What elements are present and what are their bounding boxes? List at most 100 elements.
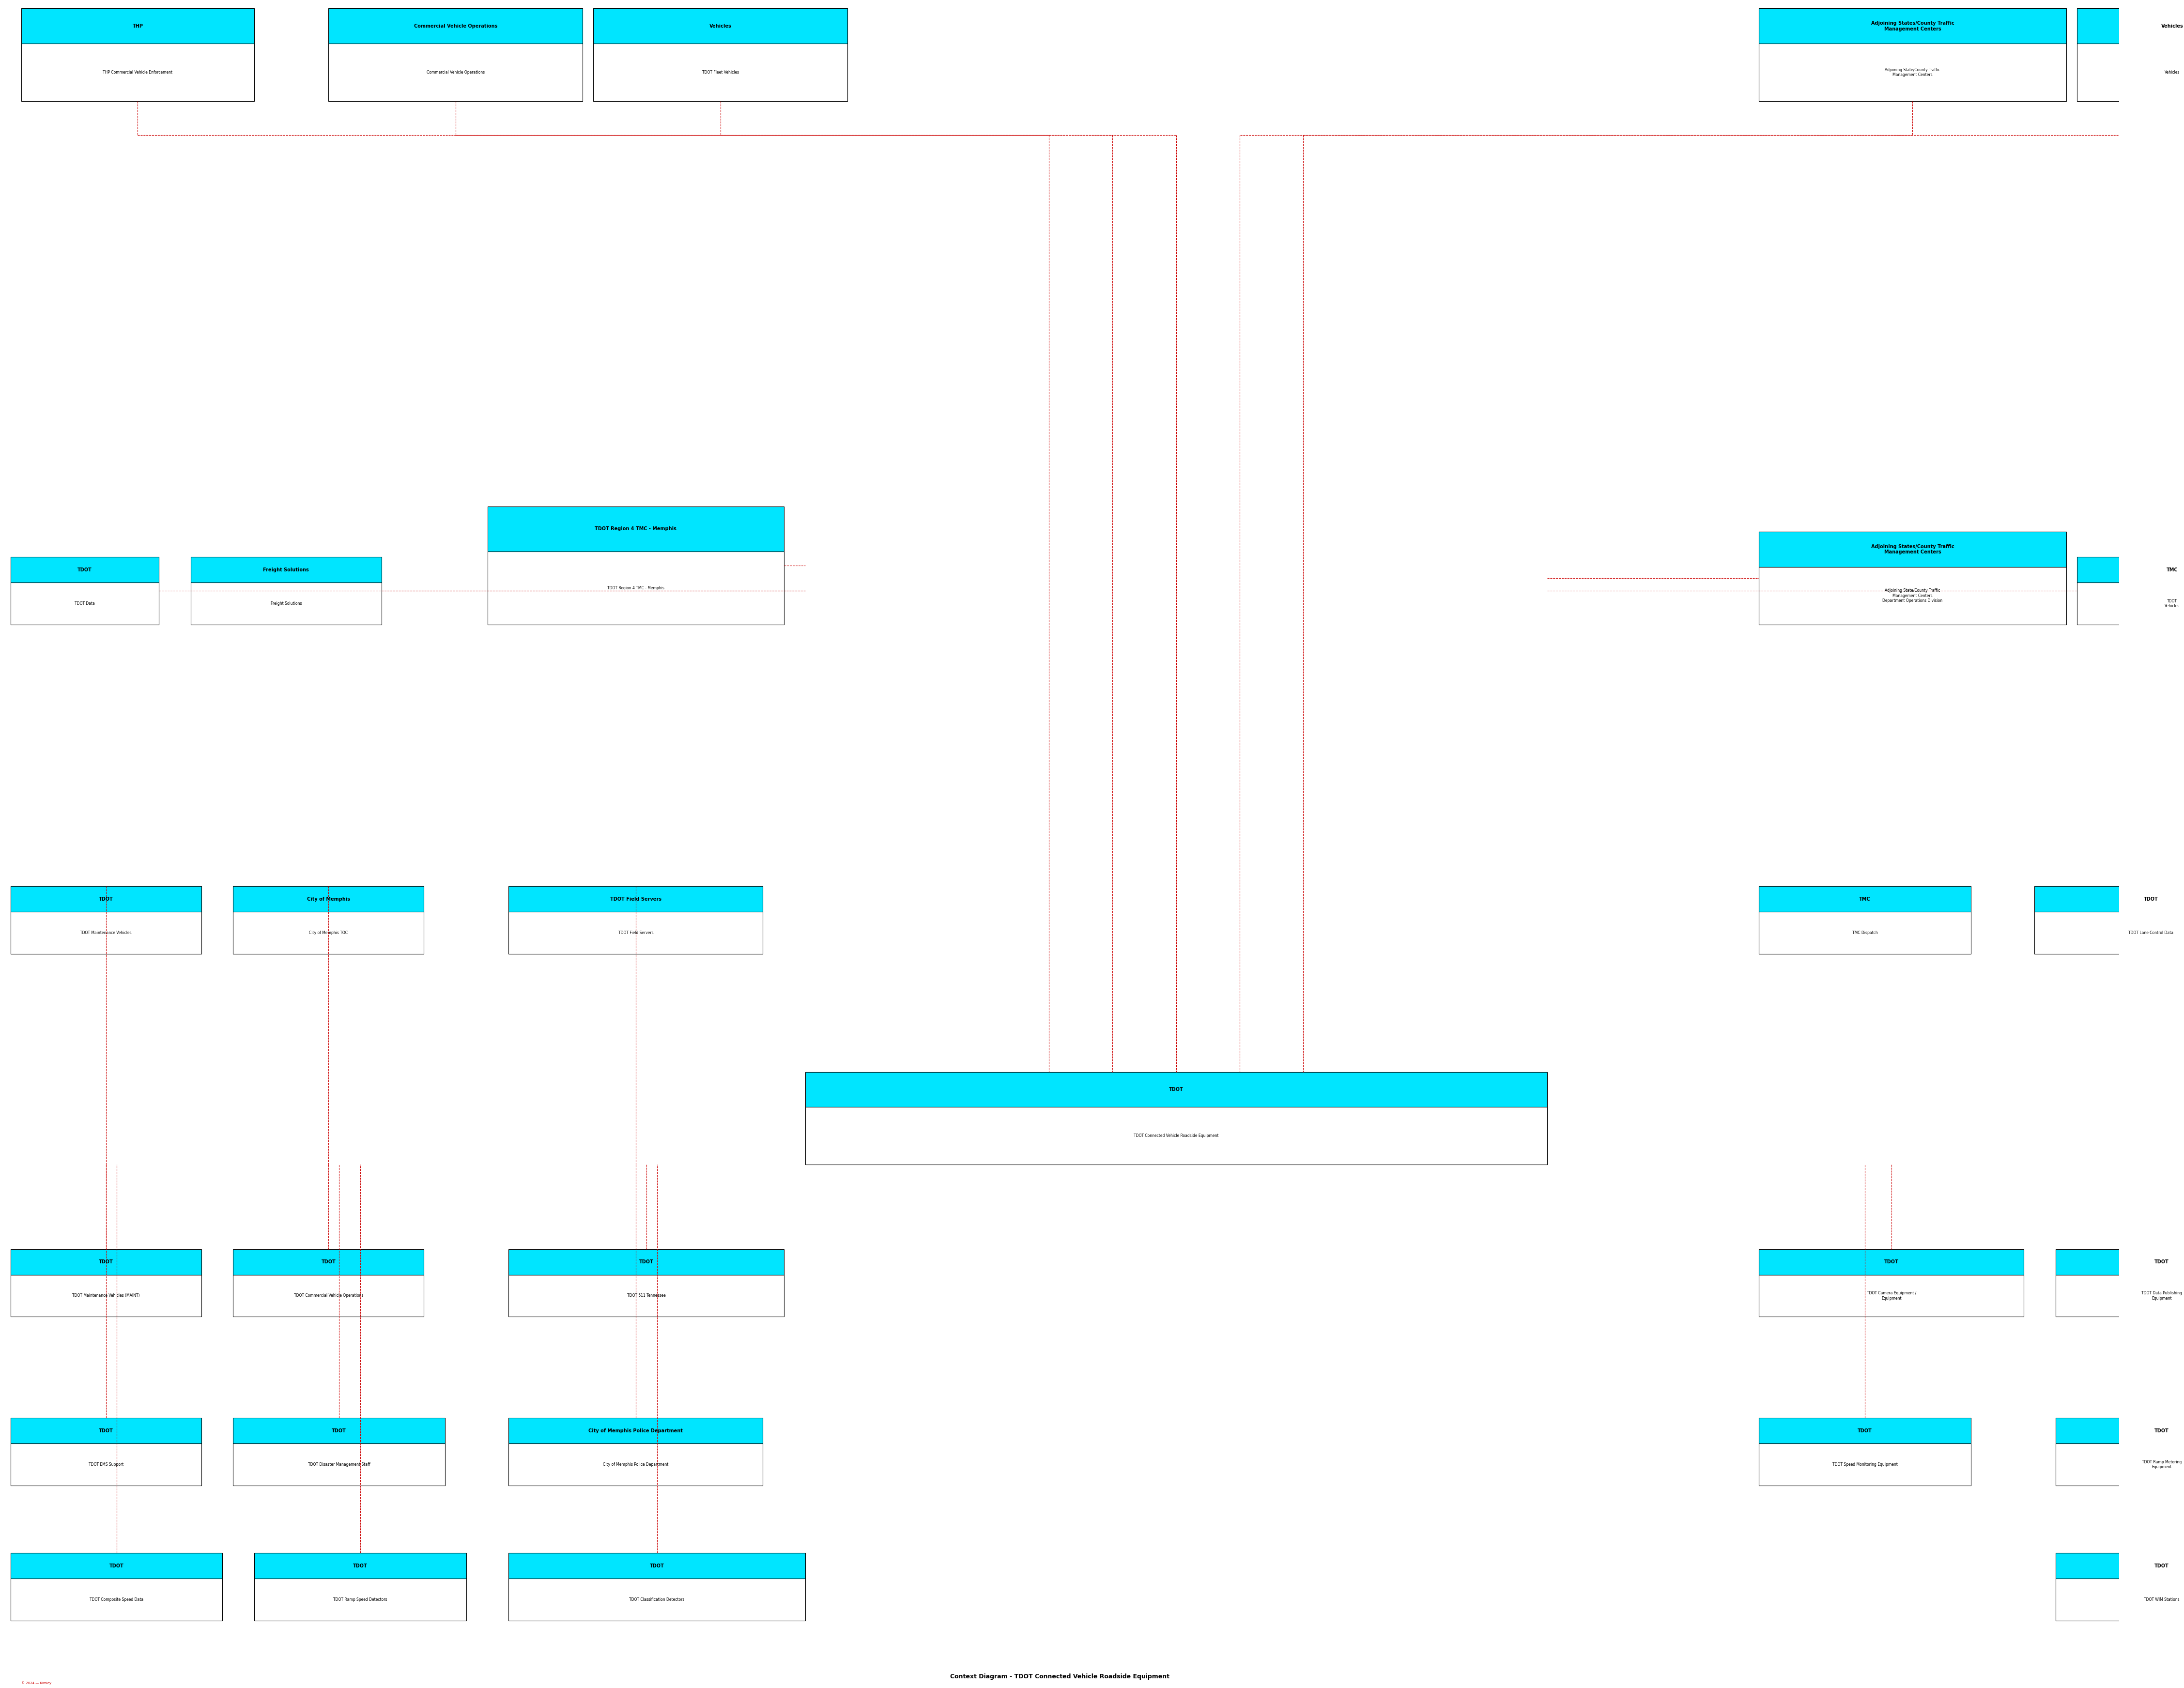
Text: Commercial Vehicle Operations: Commercial Vehicle Operations [426, 71, 485, 74]
Text: Adjoining State/County Traffic
Management Centers: Adjoining State/County Traffic Managemen… [1885, 68, 1939, 78]
FancyBboxPatch shape [1758, 1249, 2025, 1274]
FancyBboxPatch shape [11, 1553, 223, 1578]
FancyBboxPatch shape [234, 1418, 446, 1443]
Text: TDOT: TDOT [2153, 1259, 2169, 1264]
Text: TDOT Disaster Management Staff: TDOT Disaster Management Staff [308, 1462, 371, 1467]
FancyBboxPatch shape [509, 1249, 784, 1274]
FancyBboxPatch shape [1758, 912, 1970, 954]
FancyBboxPatch shape [509, 1418, 762, 1443]
FancyBboxPatch shape [234, 1249, 424, 1274]
Text: TDOT Ramp Metering Equipment: TDOT Ramp Metering Equipment [2143, 1460, 2182, 1469]
FancyBboxPatch shape [806, 1107, 1546, 1165]
FancyBboxPatch shape [2055, 1553, 2184, 1578]
FancyBboxPatch shape [234, 886, 424, 912]
FancyBboxPatch shape [509, 1578, 806, 1620]
FancyBboxPatch shape [190, 557, 382, 582]
FancyBboxPatch shape [509, 886, 762, 912]
FancyBboxPatch shape [1758, 1443, 1970, 1485]
Text: THP Commercial Vehicle Enforcement: THP Commercial Vehicle Enforcement [103, 71, 173, 74]
Text: TDOT: TDOT [321, 1259, 336, 1264]
FancyBboxPatch shape [2055, 1578, 2184, 1620]
Text: TDOT: TDOT [651, 1563, 664, 1568]
Text: TDOT Composite Speed Data: TDOT Composite Speed Data [90, 1597, 144, 1602]
Text: Freight Solutions: Freight Solutions [262, 567, 308, 572]
FancyBboxPatch shape [11, 1249, 201, 1274]
Text: TDOT Data Publishing Equipment: TDOT Data Publishing Equipment [2140, 1291, 2182, 1300]
Text: TDOT Fleet Vehicles: TDOT Fleet Vehicles [701, 71, 738, 74]
FancyBboxPatch shape [2077, 557, 2184, 582]
FancyBboxPatch shape [806, 1072, 1546, 1107]
Text: TDOT EMS Support: TDOT EMS Support [90, 1462, 124, 1467]
FancyBboxPatch shape [22, 8, 253, 44]
FancyBboxPatch shape [2055, 1443, 2184, 1485]
FancyBboxPatch shape [11, 557, 159, 582]
Text: TMC: TMC [2167, 567, 2177, 572]
FancyBboxPatch shape [2077, 8, 2184, 44]
Text: TDOT Lane Control Data: TDOT Lane Control Data [2129, 930, 2173, 935]
Text: Vehicles: Vehicles [710, 24, 732, 29]
FancyBboxPatch shape [2077, 44, 2184, 101]
Text: TDOT: TDOT [79, 567, 92, 572]
Text: TDOT Speed Monitoring Equipment: TDOT Speed Monitoring Equipment [1832, 1462, 1898, 1467]
Text: TDOT: TDOT [1859, 1428, 1872, 1433]
FancyBboxPatch shape [487, 552, 784, 625]
Text: TDOT: TDOT [1885, 1259, 1898, 1264]
FancyBboxPatch shape [509, 1274, 784, 1317]
FancyBboxPatch shape [234, 1443, 446, 1485]
Text: TDOT Field Servers: TDOT Field Servers [618, 930, 653, 935]
Text: TDOT Vehicles: TDOT Vehicles [2164, 599, 2180, 608]
Text: Adjoining State/County Traffic
Management Centers
Department Operations Division: Adjoining State/County Traffic Managemen… [1883, 589, 1942, 603]
Text: City of Memphis Police Department: City of Memphis Police Department [587, 1428, 684, 1433]
FancyBboxPatch shape [253, 1578, 465, 1620]
Text: TDOT Classification Detectors: TDOT Classification Detectors [629, 1597, 684, 1602]
Text: Commercial Vehicle Operations: Commercial Vehicle Operations [415, 24, 498, 29]
FancyBboxPatch shape [509, 1553, 806, 1578]
FancyBboxPatch shape [1758, 1274, 2025, 1317]
FancyBboxPatch shape [1758, 1418, 1970, 1443]
Text: TDOT Maintenance Vehicles: TDOT Maintenance Vehicles [81, 930, 131, 935]
Text: TDOT: TDOT [2153, 1563, 2169, 1568]
FancyBboxPatch shape [328, 8, 583, 44]
Text: TDOT: TDOT [98, 1259, 114, 1264]
Text: TDOT: TDOT [2145, 896, 2158, 901]
Text: Vehicles: Vehicles [2164, 71, 2180, 74]
Text: THP: THP [133, 24, 144, 29]
Text: TDOT: TDOT [98, 1428, 114, 1433]
Text: TDOT Commercial Vehicle Operations: TDOT Commercial Vehicle Operations [293, 1293, 363, 1298]
FancyBboxPatch shape [1758, 886, 1970, 912]
Text: Freight Solutions: Freight Solutions [271, 601, 301, 606]
Text: Adjoining States/County Traffic
Management Centers: Adjoining States/County Traffic Manageme… [1872, 20, 1955, 32]
FancyBboxPatch shape [2055, 1249, 2184, 1274]
Text: TDOT Region 4 TMC - Memphis: TDOT Region 4 TMC - Memphis [607, 586, 664, 591]
Text: City of Memphis Police Department: City of Memphis Police Department [603, 1462, 668, 1467]
Text: TDOT Connected Vehicle Roadside Equipment: TDOT Connected Vehicle Roadside Equipmen… [1133, 1134, 1219, 1138]
FancyBboxPatch shape [328, 44, 583, 101]
Text: TDOT Maintenance Vehicles (MAINT): TDOT Maintenance Vehicles (MAINT) [72, 1293, 140, 1298]
FancyBboxPatch shape [11, 1578, 223, 1620]
Text: Adjoining States/County Traffic
Management Centers: Adjoining States/County Traffic Manageme… [1872, 544, 1955, 555]
Text: TDOT Region 4 TMC - Memphis: TDOT Region 4 TMC - Memphis [594, 527, 677, 532]
FancyBboxPatch shape [594, 44, 847, 101]
Text: TDOT: TDOT [2153, 1428, 2169, 1433]
FancyBboxPatch shape [509, 1443, 762, 1485]
FancyBboxPatch shape [11, 1443, 201, 1485]
Text: TDOT: TDOT [354, 1563, 367, 1568]
FancyBboxPatch shape [2055, 1274, 2184, 1317]
FancyBboxPatch shape [2055, 1418, 2184, 1443]
FancyBboxPatch shape [594, 8, 847, 44]
Text: TDOT Data: TDOT Data [74, 601, 94, 606]
FancyBboxPatch shape [11, 1418, 201, 1443]
Text: TDOT: TDOT [98, 896, 114, 901]
FancyBboxPatch shape [11, 582, 159, 625]
FancyBboxPatch shape [11, 1274, 201, 1317]
Text: © 2024 — Kimley: © 2024 — Kimley [22, 1681, 50, 1685]
FancyBboxPatch shape [253, 1553, 465, 1578]
FancyBboxPatch shape [2035, 912, 2184, 954]
Text: TDOT: TDOT [640, 1259, 653, 1264]
Text: TDOT: TDOT [1168, 1087, 1184, 1092]
Text: TDOT Field Servers: TDOT Field Servers [609, 896, 662, 901]
Text: TMC Dispatch: TMC Dispatch [1852, 930, 1878, 935]
Text: City of Memphis: City of Memphis [308, 896, 349, 901]
Text: City of Memphis TOC: City of Memphis TOC [310, 930, 347, 935]
Text: TDOT 511 Tennessee: TDOT 511 Tennessee [627, 1293, 666, 1298]
